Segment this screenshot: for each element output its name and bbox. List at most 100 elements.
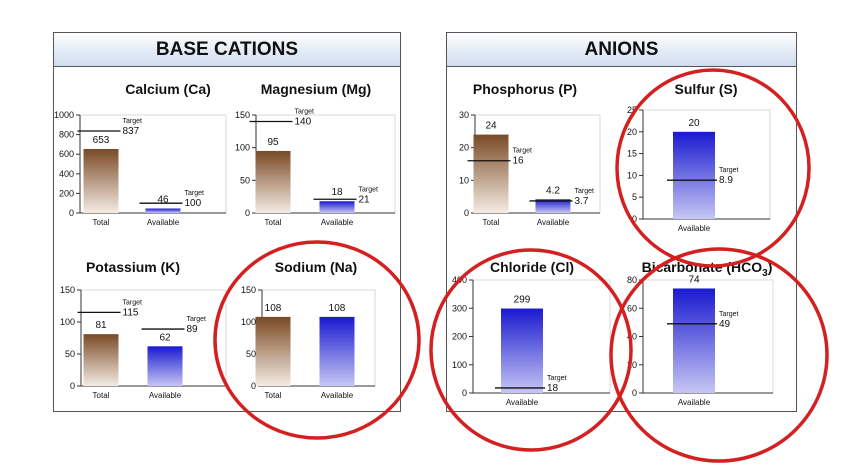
target-value-label-magnesium: 21 <box>359 194 371 205</box>
target-caption-potassium: Target <box>123 299 143 306</box>
target-caption-phosphorus: Target <box>575 188 595 195</box>
x-category-label-potassium: Total <box>93 391 110 400</box>
y-tick-label-chloride: 100 <box>452 360 467 370</box>
y-tick-label-magnesium: 0 <box>245 208 250 218</box>
bar-value-label-phosphorus: 24 <box>485 121 497 132</box>
bar-value-label-bicarbonate: 74 <box>688 274 700 285</box>
bar-value-label-sodium: 108 <box>265 303 282 314</box>
y-tick-label-sulfur: 10 <box>627 170 637 180</box>
target-caption-calcium: Target <box>185 190 205 197</box>
x-category-label-magnesium: Total <box>265 218 282 227</box>
bar-magnesium-total <box>255 150 291 213</box>
y-tick-label-potassium: 0 <box>70 381 75 391</box>
y-tick-label-phosphorus: 10 <box>459 175 469 185</box>
y-tick-label-chloride: 0 <box>462 388 467 398</box>
chart-potassium: Potassium (K)05010015081TotalTarget11562… <box>60 259 227 400</box>
bar-value-label-potassium: 81 <box>95 320 107 331</box>
bar-value-label-sodium: 108 <box>329 303 346 314</box>
x-category-label-sodium: Available <box>321 391 354 400</box>
y-tick-label-magnesium: 150 <box>235 110 250 120</box>
anions-header: ANIONS <box>447 33 796 67</box>
y-tick-label-calcium: 200 <box>59 188 74 198</box>
y-tick-label-phosphorus: 0 <box>464 208 469 218</box>
target-caption-magnesium: Target <box>295 109 315 116</box>
x-category-label-chloride: Available <box>506 398 539 407</box>
y-tick-label-calcium: 600 <box>59 149 74 159</box>
target-value-label-phosphorus: 16 <box>513 156 525 167</box>
x-category-label-bicarbonate: Available <box>678 398 711 407</box>
chloride-highlight-circle <box>429 248 633 452</box>
y-tick-label-potassium: 150 <box>60 285 75 295</box>
target-caption-potassium: Target <box>187 316 207 323</box>
chart-title-sodium: Sodium (Na) <box>275 259 357 275</box>
bar-magnesium-available <box>319 201 355 213</box>
x-category-label-sulfur: Available <box>678 224 711 233</box>
target-value-label-chloride: 18 <box>547 383 559 394</box>
target-value-label-phosphorus: 3.7 <box>575 196 589 207</box>
y-tick-label-phosphorus: 20 <box>459 143 469 153</box>
x-category-label-phosphorus: Total <box>483 218 500 227</box>
y-tick-label-sulfur: 15 <box>627 149 637 159</box>
y-tick-label-potassium: 100 <box>60 317 75 327</box>
y-tick-label-phosphorus: 30 <box>459 110 469 120</box>
target-value-label-calcium: 837 <box>123 126 140 137</box>
x-category-label-phosphorus: Available <box>537 218 570 227</box>
bar-sulfur-available <box>673 131 715 219</box>
y-tick-label-bicarbonate: 60 <box>627 303 637 313</box>
target-caption-magnesium: Target <box>359 186 379 193</box>
bar-value-label-potassium: 62 <box>159 332 171 343</box>
chart-title-calcium: Calcium (Ca) <box>125 81 211 97</box>
y-tick-label-calcium: 800 <box>59 130 74 140</box>
bar-bicarbonate-available <box>673 288 715 393</box>
target-value-label-calcium: 100 <box>185 198 202 209</box>
chart-title-phosphorus: Phosphorus (P) <box>473 81 577 97</box>
target-caption-chloride: Target <box>547 375 567 382</box>
y-tick-label-sulfur: 0 <box>632 214 637 224</box>
bar-phosphorus-total <box>473 134 509 213</box>
bar-value-label-sulfur: 20 <box>688 118 700 129</box>
y-tick-label-sodium: 50 <box>246 349 256 359</box>
y-tick-label-bicarbonate: 0 <box>632 388 637 398</box>
target-caption-calcium: Target <box>123 118 143 125</box>
bar-value-label-chloride: 299 <box>514 295 531 306</box>
chart-sodium: Sodium (Na) 0 50 100 150 108 Total 108 Available <box>241 259 376 400</box>
chart-title-sulfur: Sulfur (S) <box>675 81 738 97</box>
y-tick-label-sodium: 150 <box>241 285 256 295</box>
bar-value-label-magnesium: 95 <box>267 137 279 148</box>
y-tick-label-calcium: 400 <box>59 169 74 179</box>
bar-phosphorus-available <box>535 199 571 213</box>
bar-sodium-total <box>255 316 291 386</box>
target-value-label-potassium: 115 <box>123 307 139 318</box>
y-tick-label-magnesium: 100 <box>235 143 250 153</box>
chart-magnesium: Magnesium (Mg)05010015095TotalTarget1401… <box>235 81 396 227</box>
bicarbonate-highlight-circle <box>609 247 829 463</box>
target-value-label-sulfur: 8.9 <box>719 175 733 186</box>
sodium-highlight-circle <box>213 240 421 440</box>
y-tick-label-sodium: 100 <box>241 317 256 327</box>
bar-value-label-calcium: 653 <box>93 135 110 146</box>
bar-potassium-available <box>147 346 183 386</box>
y-tick-label-calcium: 0 <box>69 208 74 218</box>
x-category-label-calcium: Available <box>147 218 180 227</box>
y-tick-label-potassium: 50 <box>65 349 75 359</box>
target-value-label-potassium: 89 <box>187 324 199 335</box>
chart-bicarbonate: Bicarbonate (HCO3) 0 20 40 60 80 74 Available Ta… <box>627 259 774 407</box>
bar-value-label-phosphorus: 4.2 <box>546 185 560 196</box>
y-tick-label-magnesium: 50 <box>240 175 250 185</box>
base-cations-header: BASE CATIONS <box>54 33 400 67</box>
bar-chloride-available <box>501 308 543 393</box>
chart-title-magnesium: Magnesium (Mg) <box>261 81 371 97</box>
chart-calcium: Calcium (Ca) 0 200 400 600 800 1000 653 Total Tar… <box>54 81 227 227</box>
bar-potassium-total <box>83 334 119 386</box>
x-category-label-calcium: Total <box>93 218 110 227</box>
chart-title-chloride: Chloride (Cl) <box>490 259 574 275</box>
x-category-label-potassium: Available <box>149 391 182 400</box>
y-tick-label-sodium: 0 <box>251 381 256 391</box>
chart-title-potassium: Potassium (K) <box>86 259 180 275</box>
x-category-label-magnesium: Available <box>321 218 354 227</box>
target-caption-bicarbonate: Target <box>719 311 739 318</box>
bar-calcium-available <box>145 208 181 213</box>
sulfur-highlight-circle <box>615 68 811 268</box>
